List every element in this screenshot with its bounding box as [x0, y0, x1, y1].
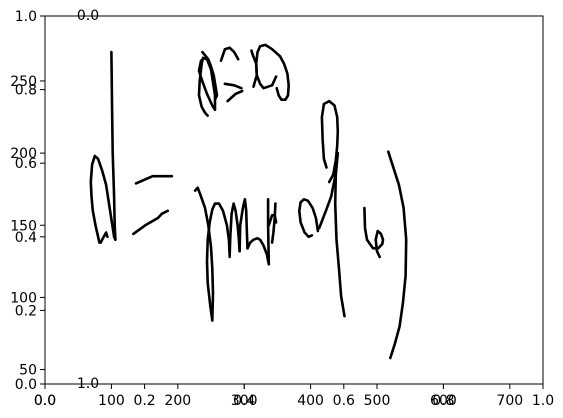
x-tick-label-a: 0.8 — [432, 393, 454, 409]
ink-stroke-13 — [205, 202, 231, 322]
ink-stroke-19 — [270, 202, 277, 244]
x-tick-label-a: 0.0 — [34, 393, 56, 409]
y-tick-label-b: 200 — [10, 146, 37, 162]
y-tick-label-b: 150 — [10, 218, 37, 234]
ink-stroke-6 — [201, 50, 219, 100]
y-tick-label-a: 0.8 — [15, 83, 37, 99]
y-tick-label-b: 250 — [10, 74, 37, 90]
ink-stroke-15 — [238, 198, 249, 253]
y-tick-label-a: 0.6 — [15, 156, 37, 172]
x-tick-label-b: 600 — [430, 393, 457, 409]
x-tick-label-a: 0.6 — [333, 393, 355, 409]
plot-area — [45, 16, 543, 384]
ink-stroke-17 — [266, 198, 271, 266]
ink-stroke-9 — [226, 89, 244, 103]
plot-frame — [44, 15, 544, 385]
x-tick-label-b: 300 — [231, 393, 258, 409]
x-tick-label-b: 0.0 — [34, 393, 56, 409]
y-tick-label-a: 1.0 — [15, 9, 37, 25]
ink-stroke-2 — [89, 154, 117, 244]
axes-b-ticks: 0.01002003004005006007000.05010015020025… — [10, 8, 523, 409]
y-tick-label-a: 0.2 — [15, 303, 37, 319]
axes-a-ticks: 0.0 0.2 0.4 0.6 0.8 1.0 0.0 0.2 0.4 0.6 0.8 1.0 — [15, 9, 554, 409]
ink-stroke-8 — [223, 82, 243, 90]
y-tick-label-b: 50 — [19, 363, 37, 379]
x-tick-label-b: 100 — [98, 393, 125, 409]
ink-stroke-23 — [333, 151, 346, 318]
ink-stroke-11 — [254, 43, 290, 101]
ink-stroke-1 — [110, 50, 117, 241]
drawn-strokes — [89, 43, 408, 360]
x-tick-label-b: 700 — [496, 393, 523, 409]
x-tick-label-a: 0.2 — [133, 393, 155, 409]
x-tick-label-b: 400 — [297, 393, 324, 409]
y-tick-label-a: 0.4 — [15, 230, 37, 246]
ink-stroke-4 — [132, 209, 170, 236]
y-tick-label-a: 0.0 — [15, 377, 37, 393]
y-tick-label-b: 100 — [10, 290, 37, 306]
ink-stroke-3 — [134, 174, 174, 185]
x-tick-label-a: 0.4 — [233, 393, 255, 409]
ink-stroke-25 — [387, 150, 408, 360]
x-tick-label-b: 500 — [364, 393, 391, 409]
x-tick-label-a: 1.0 — [532, 393, 554, 409]
ink-stroke-20 — [298, 198, 320, 239]
x-tick-label-b: 200 — [164, 393, 191, 409]
ink-stroke-24 — [363, 206, 385, 259]
ink-stroke-16 — [246, 236, 271, 266]
ink-stroke-7 — [219, 46, 240, 62]
